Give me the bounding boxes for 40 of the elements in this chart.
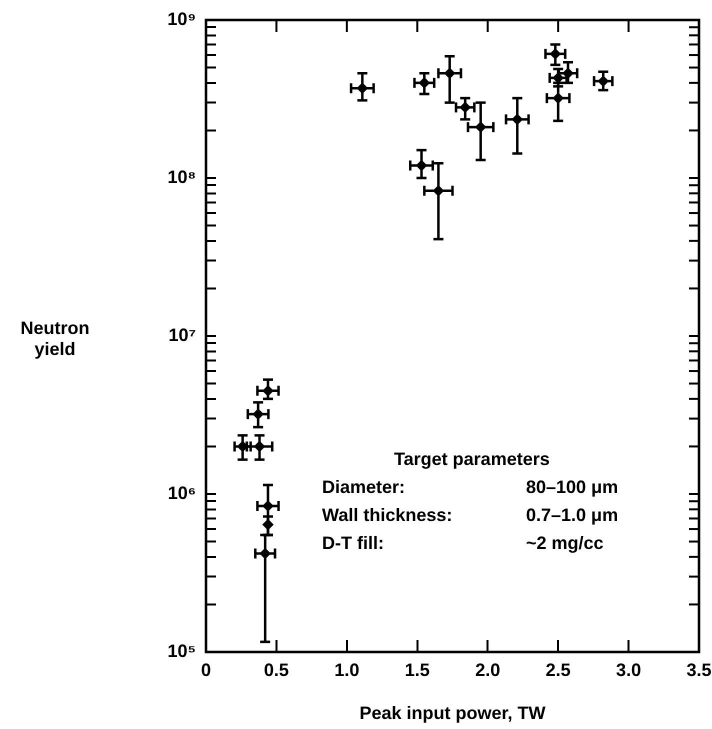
- point: [416, 160, 428, 171]
- point: [432, 185, 444, 196]
- x-tick-label: 3.0: [616, 660, 642, 680]
- annotation: D-T fill:: [322, 532, 385, 555]
- annotation: 80–100 μm: [526, 476, 620, 499]
- x-tick-label: 3.5: [686, 660, 712, 680]
- point: [262, 500, 274, 512]
- point: [252, 408, 264, 420]
- x-tick-label: 2.0: [475, 660, 500, 680]
- x-axis-title: Peak input power, TW: [359, 703, 546, 724]
- point: [552, 72, 564, 84]
- point: [262, 519, 274, 530]
- annotation: Diameter:: [322, 476, 406, 499]
- annotation: Target parameters: [393, 448, 551, 471]
- x-tick-label: 0: [200, 660, 212, 680]
- x-tick-label: 2.5: [546, 660, 571, 680]
- point: [512, 114, 523, 125]
- y-tick-label: 10⁷: [168, 324, 196, 345]
- point: [460, 102, 471, 113]
- y-tick-label: 10⁶: [168, 482, 196, 503]
- point: [262, 385, 274, 396]
- point: [552, 92, 564, 104]
- point: [418, 77, 430, 88]
- y-tick-label: 10⁸: [167, 166, 196, 187]
- x-tick-label: 1.5: [404, 660, 430, 680]
- point: [254, 440, 266, 452]
- y-tick-label: 10⁵: [168, 640, 196, 661]
- point: [356, 82, 368, 94]
- annotation: Wall thickness:: [322, 504, 454, 527]
- point: [260, 548, 271, 560]
- point: [475, 122, 486, 133]
- y-tick-label: 10⁹: [167, 8, 196, 29]
- annotation: ~2 mg/cc: [526, 532, 605, 555]
- point: [550, 48, 561, 60]
- point: [562, 68, 574, 79]
- y-axis-title: Neutron yield: [20, 318, 90, 360]
- x-tick-label: 0.5: [264, 660, 289, 680]
- x-tick-label: 1.0: [334, 660, 360, 680]
- point: [444, 68, 456, 79]
- annotation: 0.7–1.0 μm: [526, 504, 620, 527]
